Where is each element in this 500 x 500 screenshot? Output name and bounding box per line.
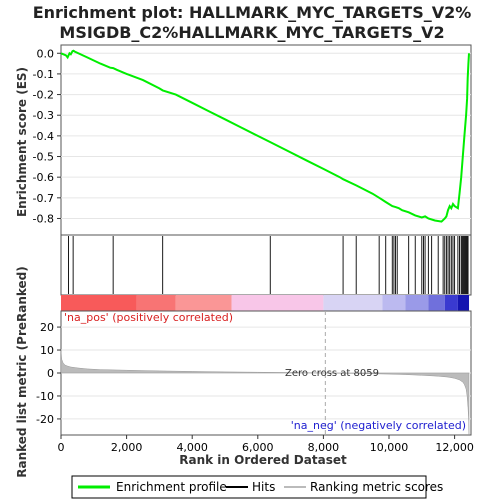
rank-color-bar (61, 295, 470, 311)
es-y-tick-label: -0.8 (33, 212, 54, 225)
legend-box (71, 475, 427, 499)
metric-y-tick-label: 0 (47, 367, 54, 380)
zero-cross-label: Zero cross at 8059 (285, 368, 379, 379)
x-tick-label: 4,000 (176, 441, 208, 454)
color-bar-segment (231, 295, 324, 311)
es-y-tick-label: -0.3 (33, 109, 54, 122)
metric-y-ticks: 20 10 0 -10 -20 (36, 321, 61, 426)
es-y-tick-label: -0.1 (33, 68, 54, 81)
es-y-ticks: 0.0 -0.1 -0.2 -0.3 -0.4 -0.5 -0.6 -0.7 -0.8 (33, 47, 61, 225)
metric-x-ticks: 0 2,000 4,000 6,000 8,000 10,000 12,000 (58, 435, 474, 454)
metric-y-axis-title: Ranked list metric (PreRanked) (15, 266, 29, 478)
color-bar-segment (382, 295, 406, 311)
x-tick-label: 0 (58, 441, 65, 454)
positive-correlation-label: 'na_pos' (positively correlated) (64, 311, 233, 324)
x-tick-label: 12,000 (435, 441, 474, 454)
hit-marks (68, 236, 469, 294)
es-y-tick-label: -0.6 (33, 171, 54, 184)
enrichment-profile-line (60, 49, 470, 223)
metric-y-tick-label: -20 (36, 413, 54, 426)
color-bar-segment (444, 295, 458, 311)
color-bar-segment (323, 295, 383, 311)
negative-correlation-label: 'na_neg' (negatively correlated) (291, 419, 466, 432)
ranking-metric-area (60, 349, 470, 436)
legend-hits-label: Hits (252, 480, 275, 494)
metric-y-tick-label: -10 (36, 390, 54, 403)
es-y-tick-label: -0.7 (33, 192, 54, 205)
x-tick-label: 2,000 (111, 441, 143, 454)
metric-y-tick-label: 10 (40, 344, 54, 357)
color-bar-segment (175, 295, 232, 311)
color-bar-segment (136, 295, 176, 311)
x-tick-label: 10,000 (370, 441, 409, 454)
legend-ranking-label: Ranking metric scores (310, 480, 443, 494)
hits-panel-frame (60, 234, 472, 296)
x-axis-title: Rank in Ordered Dataset (179, 453, 347, 467)
color-bar-segment (61, 295, 137, 311)
metric-y-tick-label: 20 (40, 321, 54, 334)
es-y-axis-title: Enrichment score (ES) (15, 67, 29, 217)
es-y-tick-label: -0.5 (33, 151, 54, 164)
es-y-tick-label: -0.4 (33, 130, 54, 143)
color-bar-segment (428, 295, 445, 311)
es-y-tick-label: 0.0 (37, 47, 55, 60)
x-tick-label: 6,000 (242, 441, 274, 454)
chart-title-line1: Enrichment plot: HALLMARK_MYC_TARGETS_V2… (33, 3, 472, 22)
color-bar-segment (457, 295, 470, 311)
x-tick-label: 8,000 (308, 441, 340, 454)
es-y-tick-label: -0.2 (33, 89, 54, 102)
chart-title-line2: MSIGDB_C2%HALLMARK_MYC_TARGETS_V2 (59, 23, 444, 42)
color-bar-segment (405, 295, 429, 311)
legend-enrichment-label: Enrichment profile (116, 480, 227, 494)
